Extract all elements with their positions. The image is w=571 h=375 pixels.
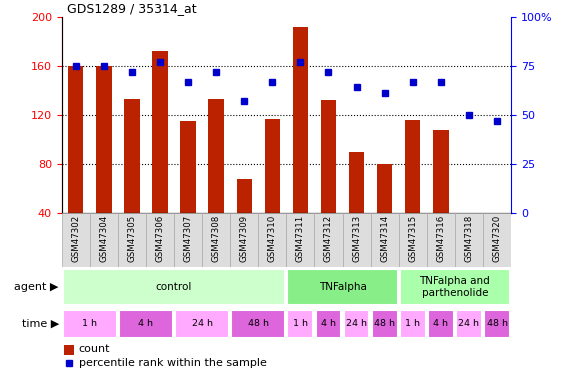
Text: 24 h: 24 h xyxy=(459,320,480,328)
Text: GSM47310: GSM47310 xyxy=(268,214,277,262)
Text: agent ▶: agent ▶ xyxy=(14,282,59,292)
Text: GSM47318: GSM47318 xyxy=(464,214,473,262)
Bar xyxy=(399,213,427,267)
Text: 24 h: 24 h xyxy=(346,320,367,328)
Bar xyxy=(124,99,139,213)
Bar xyxy=(349,152,364,213)
Bar xyxy=(118,213,146,267)
Bar xyxy=(264,118,280,213)
Text: GSM47311: GSM47311 xyxy=(296,214,305,262)
Bar xyxy=(400,269,510,305)
Text: GSM47309: GSM47309 xyxy=(240,214,249,262)
Bar xyxy=(484,310,510,338)
Text: GSM47308: GSM47308 xyxy=(212,214,220,262)
Bar xyxy=(286,213,315,267)
Bar xyxy=(146,213,174,267)
Bar xyxy=(258,213,287,267)
Bar xyxy=(208,99,224,213)
Bar xyxy=(63,269,286,305)
Text: 4 h: 4 h xyxy=(321,320,336,328)
Bar xyxy=(428,310,454,338)
Bar xyxy=(287,310,313,338)
Bar xyxy=(377,164,392,213)
Bar xyxy=(175,310,229,338)
Text: GSM47314: GSM47314 xyxy=(380,214,389,262)
Bar xyxy=(371,213,399,267)
Text: count: count xyxy=(79,344,110,354)
Bar xyxy=(343,213,371,267)
Bar xyxy=(90,213,118,267)
Text: GSM47315: GSM47315 xyxy=(408,214,417,262)
Bar xyxy=(293,27,308,213)
Bar xyxy=(405,120,420,213)
Bar xyxy=(287,269,397,305)
Text: GSM47302: GSM47302 xyxy=(71,214,80,262)
Bar xyxy=(483,213,511,267)
Text: 48 h: 48 h xyxy=(486,320,508,328)
Text: control: control xyxy=(156,282,192,292)
Bar xyxy=(461,213,477,257)
Bar xyxy=(456,310,482,338)
Text: 1 h: 1 h xyxy=(293,320,308,328)
Bar xyxy=(455,213,483,267)
Bar xyxy=(400,310,425,338)
Bar xyxy=(372,310,397,338)
Bar xyxy=(427,213,455,267)
Text: 4 h: 4 h xyxy=(433,320,448,328)
Text: 48 h: 48 h xyxy=(248,320,269,328)
Bar xyxy=(230,213,258,267)
Bar xyxy=(231,310,286,338)
Text: 4 h: 4 h xyxy=(138,320,154,328)
Bar xyxy=(180,121,196,213)
Bar xyxy=(202,213,230,267)
Bar xyxy=(152,51,168,213)
Text: GDS1289 / 35314_at: GDS1289 / 35314_at xyxy=(67,2,197,15)
Text: GSM47320: GSM47320 xyxy=(493,214,501,262)
Bar xyxy=(433,130,449,213)
Text: percentile rank within the sample: percentile rank within the sample xyxy=(79,358,267,368)
Bar xyxy=(174,213,202,267)
Bar xyxy=(236,178,252,213)
Text: TNFalpha: TNFalpha xyxy=(319,282,367,292)
Bar xyxy=(96,66,111,213)
Text: GSM47312: GSM47312 xyxy=(324,214,333,262)
Text: GSM47306: GSM47306 xyxy=(155,214,164,262)
Text: GSM47305: GSM47305 xyxy=(127,214,136,262)
Text: GSM47313: GSM47313 xyxy=(352,214,361,262)
Bar xyxy=(64,345,74,355)
Text: TNFalpha and
parthenolide: TNFalpha and parthenolide xyxy=(420,276,490,298)
Text: 1 h: 1 h xyxy=(82,320,97,328)
Bar xyxy=(62,213,90,267)
Text: GSM47307: GSM47307 xyxy=(183,214,192,262)
Text: GSM47304: GSM47304 xyxy=(99,214,108,262)
Text: time ▶: time ▶ xyxy=(22,319,59,329)
Text: 1 h: 1 h xyxy=(405,320,420,328)
Bar xyxy=(344,310,369,338)
Bar xyxy=(316,310,341,338)
Bar xyxy=(489,213,505,257)
Text: GSM47316: GSM47316 xyxy=(436,214,445,262)
Bar xyxy=(321,100,336,213)
Bar xyxy=(119,310,173,338)
Bar xyxy=(315,213,343,267)
Text: 24 h: 24 h xyxy=(192,320,212,328)
Text: 48 h: 48 h xyxy=(374,320,395,328)
Bar xyxy=(68,66,83,213)
Bar xyxy=(63,310,116,338)
